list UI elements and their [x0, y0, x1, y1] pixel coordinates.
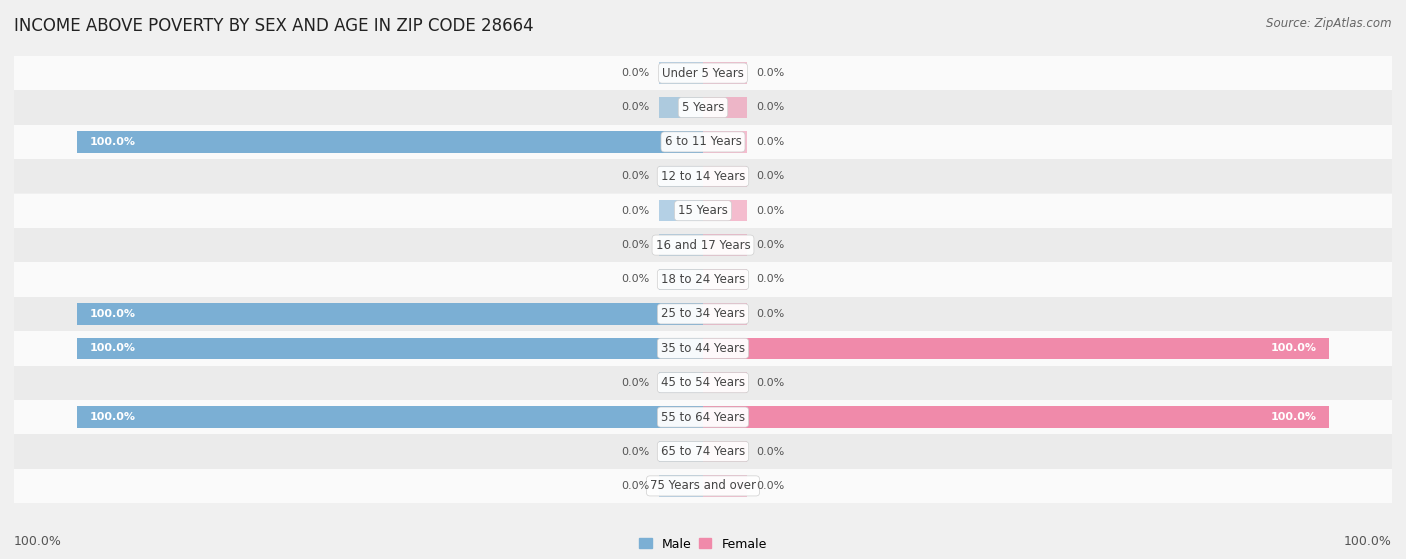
Text: 0.0%: 0.0%	[621, 447, 650, 457]
Text: 0.0%: 0.0%	[621, 481, 650, 491]
Text: 0.0%: 0.0%	[621, 102, 650, 112]
Bar	[14, 434, 1392, 468]
Bar	[703, 338, 1329, 359]
Text: Under 5 Years: Under 5 Years	[662, 67, 744, 79]
Bar	[703, 165, 747, 187]
Text: 100.0%: 100.0%	[89, 137, 135, 147]
Bar	[14, 193, 1392, 228]
Bar	[14, 125, 1392, 159]
Bar	[14, 56, 1392, 91]
Text: INCOME ABOVE POVERTY BY SEX AND AGE IN ZIP CODE 28664: INCOME ABOVE POVERTY BY SEX AND AGE IN Z…	[14, 17, 534, 35]
Legend: Male, Female: Male, Female	[640, 538, 766, 551]
Bar	[703, 475, 747, 496]
Text: 15 Years: 15 Years	[678, 204, 728, 217]
Bar	[703, 97, 747, 118]
Text: 0.0%: 0.0%	[756, 137, 785, 147]
Bar	[703, 269, 747, 290]
Bar	[703, 131, 747, 153]
Text: 100.0%: 100.0%	[89, 309, 135, 319]
Text: 0.0%: 0.0%	[756, 447, 785, 457]
Bar	[14, 468, 1392, 503]
Text: 100.0%: 100.0%	[89, 343, 135, 353]
Text: 0.0%: 0.0%	[621, 171, 650, 181]
Text: 25 to 34 Years: 25 to 34 Years	[661, 307, 745, 320]
Text: 100.0%: 100.0%	[1271, 412, 1317, 422]
Text: 0.0%: 0.0%	[756, 481, 785, 491]
Text: 0.0%: 0.0%	[621, 206, 650, 216]
Bar	[14, 91, 1392, 125]
Text: 65 to 74 Years: 65 to 74 Years	[661, 445, 745, 458]
Text: 6 to 11 Years: 6 to 11 Years	[665, 135, 741, 148]
Text: 0.0%: 0.0%	[756, 274, 785, 285]
Text: 55 to 64 Years: 55 to 64 Years	[661, 411, 745, 424]
Bar	[659, 475, 703, 496]
Bar	[14, 366, 1392, 400]
Text: 0.0%: 0.0%	[756, 68, 785, 78]
Bar	[659, 63, 703, 84]
Text: 12 to 14 Years: 12 to 14 Years	[661, 170, 745, 183]
Text: 100.0%: 100.0%	[1344, 535, 1392, 548]
Text: 0.0%: 0.0%	[756, 171, 785, 181]
Bar	[703, 303, 747, 325]
Text: 100.0%: 100.0%	[1271, 343, 1317, 353]
Bar	[703, 406, 1329, 428]
Text: 0.0%: 0.0%	[756, 309, 785, 319]
Bar	[77, 131, 703, 153]
Bar	[77, 338, 703, 359]
Text: 5 Years: 5 Years	[682, 101, 724, 114]
Text: 0.0%: 0.0%	[756, 378, 785, 388]
Bar	[14, 331, 1392, 366]
Text: 35 to 44 Years: 35 to 44 Years	[661, 342, 745, 355]
Bar	[703, 234, 747, 256]
Bar	[77, 303, 703, 325]
Bar	[14, 262, 1392, 297]
Bar	[14, 297, 1392, 331]
Text: 0.0%: 0.0%	[756, 102, 785, 112]
Bar	[703, 200, 747, 221]
Bar	[703, 372, 747, 394]
Bar	[659, 441, 703, 462]
Bar	[659, 372, 703, 394]
Bar	[659, 165, 703, 187]
Text: 0.0%: 0.0%	[756, 206, 785, 216]
Text: 0.0%: 0.0%	[621, 274, 650, 285]
Text: 45 to 54 Years: 45 to 54 Years	[661, 376, 745, 389]
Text: 0.0%: 0.0%	[756, 240, 785, 250]
Text: 100.0%: 100.0%	[89, 412, 135, 422]
Bar	[659, 269, 703, 290]
Bar	[77, 406, 703, 428]
Bar	[659, 97, 703, 118]
Text: 100.0%: 100.0%	[14, 535, 62, 548]
Text: 0.0%: 0.0%	[621, 240, 650, 250]
Text: 16 and 17 Years: 16 and 17 Years	[655, 239, 751, 252]
Bar	[14, 400, 1392, 434]
Text: Source: ZipAtlas.com: Source: ZipAtlas.com	[1267, 17, 1392, 30]
Bar	[703, 63, 747, 84]
Bar	[659, 200, 703, 221]
Text: 0.0%: 0.0%	[621, 378, 650, 388]
Bar	[659, 234, 703, 256]
Bar	[703, 441, 747, 462]
Text: 75 Years and over: 75 Years and over	[650, 480, 756, 492]
Text: 0.0%: 0.0%	[621, 68, 650, 78]
Bar	[14, 159, 1392, 193]
Bar	[14, 228, 1392, 262]
Text: 18 to 24 Years: 18 to 24 Years	[661, 273, 745, 286]
